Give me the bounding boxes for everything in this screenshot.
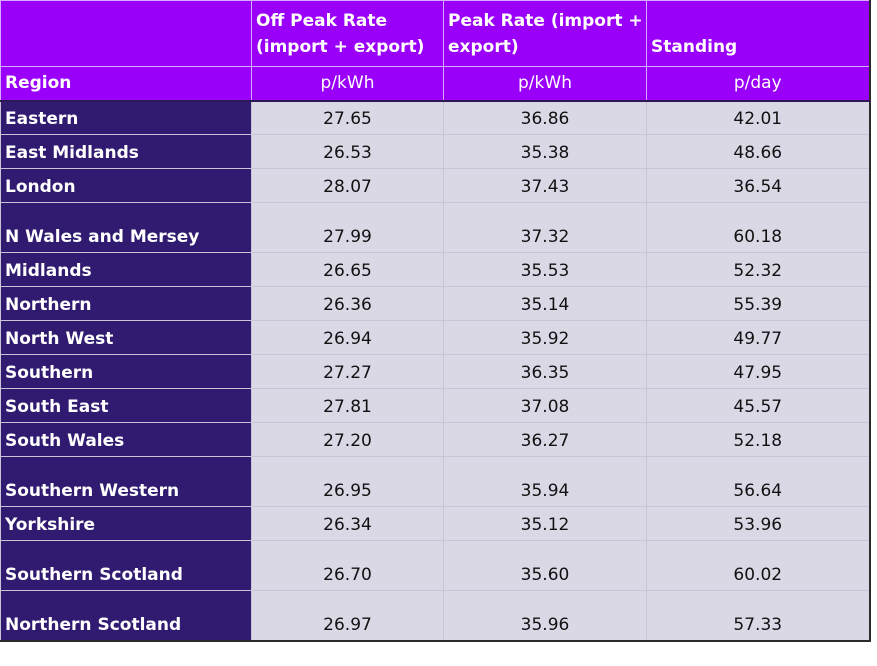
unit-peak: p/kWh	[443, 66, 647, 102]
peak-value: 35.60	[443, 540, 647, 591]
region-name: Midlands	[0, 252, 252, 287]
tariff-table: Off Peak Rate (import + export) Peak Rat…	[0, 0, 871, 642]
offpeak-value: 27.27	[251, 354, 444, 389]
offpeak-value: 26.94	[251, 320, 444, 355]
region-name: South East	[0, 388, 252, 423]
table-row: London 28.07 37.43 36.54	[0, 168, 871, 203]
offpeak-value: 26.95	[251, 456, 444, 507]
standing-value: 42.01	[646, 100, 871, 135]
header-blank-cell	[0, 0, 252, 67]
region-name: Southern Scotland	[0, 540, 252, 591]
region-name: Yorkshire	[0, 506, 252, 541]
standing-value: 45.57	[646, 388, 871, 423]
unit-offpeak: p/kWh	[251, 66, 444, 102]
peak-value: 36.27	[443, 422, 647, 457]
peak-value: 35.14	[443, 286, 647, 321]
peak-value: 35.12	[443, 506, 647, 541]
offpeak-value: 26.34	[251, 506, 444, 541]
table-row: Eastern 27.65 36.86 42.01	[0, 100, 871, 135]
region-name: Southern Western	[0, 456, 252, 507]
peak-value: 36.35	[443, 354, 647, 389]
table-row: South Wales 27.20 36.27 52.18	[0, 422, 871, 457]
offpeak-value: 27.65	[251, 100, 444, 135]
standing-value: 49.77	[646, 320, 871, 355]
peak-value: 37.43	[443, 168, 647, 203]
offpeak-value: 28.07	[251, 168, 444, 203]
standing-value: 52.18	[646, 422, 871, 457]
standing-value: 52.32	[646, 252, 871, 287]
offpeak-value: 26.36	[251, 286, 444, 321]
standing-value: 55.39	[646, 286, 871, 321]
region-name: Eastern	[0, 100, 252, 135]
offpeak-value: 26.53	[251, 134, 444, 169]
offpeak-value: 26.97	[251, 590, 444, 642]
standing-value: 60.18	[646, 202, 871, 253]
header-standing: Standing	[646, 0, 871, 67]
table-row: Southern 27.27 36.35 47.95	[0, 354, 871, 389]
table-row: South East 27.81 37.08 45.57	[0, 388, 871, 423]
standing-value: 56.64	[646, 456, 871, 507]
offpeak-value: 26.70	[251, 540, 444, 591]
table-row: Northern 26.36 35.14 55.39	[0, 286, 871, 321]
peak-value: 35.96	[443, 590, 647, 642]
header-region: Region	[0, 66, 252, 102]
unit-standing: p/day	[646, 66, 871, 102]
table-row: North West 26.94 35.92 49.77	[0, 320, 871, 355]
standing-value: 48.66	[646, 134, 871, 169]
standing-value: 36.54	[646, 168, 871, 203]
table-row: Northern Scotland 26.97 35.96 57.33	[0, 590, 871, 642]
region-name: South Wales	[0, 422, 252, 457]
peak-value: 35.94	[443, 456, 647, 507]
region-name: London	[0, 168, 252, 203]
header-peak: Peak Rate (import + export)	[443, 0, 647, 67]
peak-value: 35.38	[443, 134, 647, 169]
header-row: Off Peak Rate (import + export) Peak Rat…	[0, 0, 871, 67]
region-name: Northern	[0, 286, 252, 321]
offpeak-value: 26.65	[251, 252, 444, 287]
offpeak-value: 27.99	[251, 202, 444, 253]
standing-value: 47.95	[646, 354, 871, 389]
table-row: Yorkshire 26.34 35.12 53.96	[0, 506, 871, 541]
region-name: North West	[0, 320, 252, 355]
table-row: Midlands 26.65 35.53 52.32	[0, 252, 871, 287]
peak-value: 35.53	[443, 252, 647, 287]
offpeak-value: 27.20	[251, 422, 444, 457]
offpeak-value: 27.81	[251, 388, 444, 423]
standing-value: 57.33	[646, 590, 871, 642]
peak-value: 36.86	[443, 100, 647, 135]
table-row: Southern Western 26.95 35.94 56.64	[0, 456, 871, 507]
units-row: Region p/kWh p/kWh p/day	[0, 66, 871, 102]
table-row: Southern Scotland 26.70 35.60 60.02	[0, 540, 871, 591]
table-row: East Midlands 26.53 35.38 48.66	[0, 134, 871, 169]
peak-value: 35.92	[443, 320, 647, 355]
region-name: Southern	[0, 354, 252, 389]
peak-value: 37.08	[443, 388, 647, 423]
peak-value: 37.32	[443, 202, 647, 253]
table-row: N Wales and Mersey 27.99 37.32 60.18	[0, 202, 871, 253]
region-name: East Midlands	[0, 134, 252, 169]
region-name: N Wales and Mersey	[0, 202, 252, 253]
standing-value: 60.02	[646, 540, 871, 591]
standing-value: 53.96	[646, 506, 871, 541]
region-name: Northern Scotland	[0, 590, 252, 642]
header-offpeak: Off Peak Rate (import + export)	[251, 0, 444, 67]
